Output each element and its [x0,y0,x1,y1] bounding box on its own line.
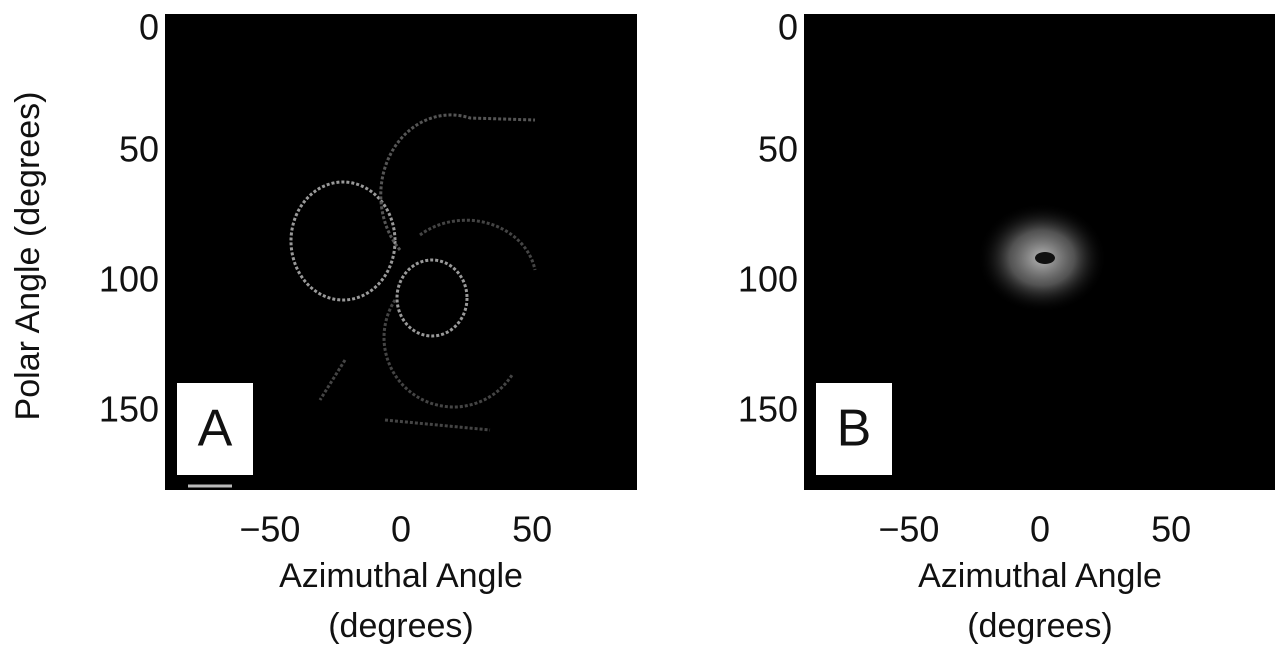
panel: 0 50 100 150 −50 0 50 Azimuthal Angle (degrees) P… [9,7,637,645]
x-axis-label: Azimuthal Angle [918,557,1162,595]
y-tick-label: 100 [738,259,798,300]
x-tick-label: −50 [239,509,300,550]
x-tick-label: −50 [878,509,939,550]
panel: 0 50 100 150 −50 0 50 Azimuthal Angle (degrees) B [738,7,1275,645]
x-axis-label: (degrees) [967,607,1113,645]
x-tick-label: 50 [512,509,552,550]
x-tick-label: 0 [391,509,411,550]
y-tick-label: 50 [758,129,798,170]
panel-label: B [837,400,872,458]
x-axis-label: Azimuthal Angle [279,557,523,595]
y-tick-label: 0 [139,7,159,48]
panel-label: A [198,400,233,458]
y-tick-label: 100 [99,259,159,300]
y-tick-label: 0 [778,7,798,48]
x-axis-label: (degrees) [328,607,474,645]
y-tick-label: 50 [119,129,159,170]
x-tick-label: 0 [1030,509,1050,550]
x-tick-label: 50 [1151,509,1191,550]
y-axis-label: Polar Angle (degrees) [9,92,47,421]
core [1035,252,1055,264]
y-tick-label: 150 [99,389,159,430]
y-tick-label: 150 [738,389,798,430]
figure: 0 50 100 150 −50 0 50 Azimuthal Angle (degrees) P… [0,0,1275,648]
